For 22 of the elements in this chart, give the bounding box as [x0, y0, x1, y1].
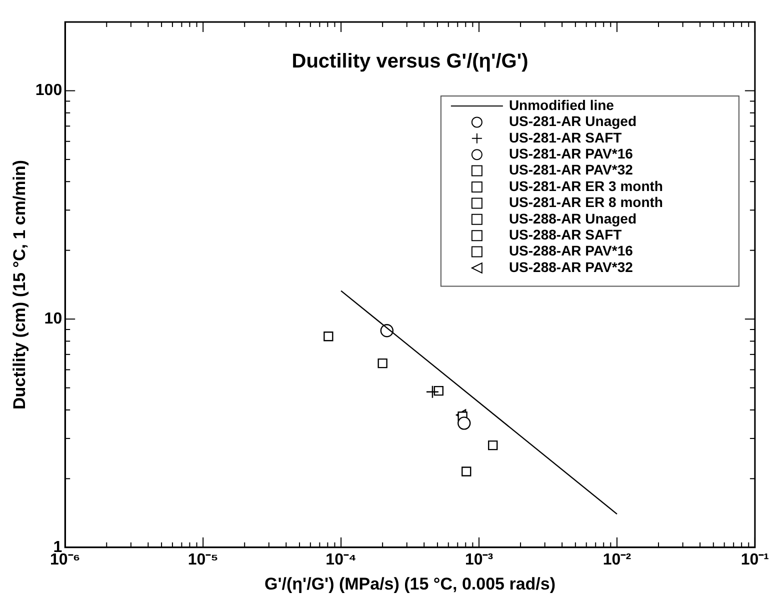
x-tick-label: 10⁻³ — [464, 551, 494, 568]
x-tick-label: 10⁻⁵ — [188, 551, 218, 568]
legend-label: US-288-AR SAFT — [508, 226, 622, 242]
legend-label: US-281-AR PAV*16 — [508, 145, 634, 162]
legend-label: US-281-AR ER 3 month — [508, 178, 663, 194]
x-tick-label: 10⁻¹ — [740, 551, 769, 568]
legend-label: US-281-AR PAV*32 — [508, 162, 634, 178]
y-axis-title: Ductility (cm) (15 °C, 1 cm/min) — [10, 160, 29, 410]
text: Ductility versus G'/(η'/G') — [292, 50, 528, 73]
legend-label: US-281-AR SAFT — [508, 129, 622, 146]
legend-label: US-281-AR Unaged — [508, 113, 637, 130]
legend-label: US-288-AR Unaged — [508, 210, 637, 226]
x-tick-label: 10⁻⁴ — [326, 551, 356, 568]
legend-label: US-288-AR PAV*32 — [508, 258, 634, 275]
y-tick-label: 100 — [35, 82, 62, 100]
x-tick-label: 10⁻⁶ — [50, 551, 80, 568]
legend-label: US-281-AR ER 8 month — [508, 194, 663, 210]
x-tick-label: 10⁻² — [602, 551, 632, 568]
legend-label: Unmodified line — [508, 96, 614, 113]
x-axis-title: G'/(η'/G') (MPa/s) (15 °C, 0.005 rad/s) — [264, 574, 556, 594]
y-tick-label: 10 — [44, 310, 62, 328]
legend-label: US-288-AR PAV*16 — [508, 242, 634, 259]
